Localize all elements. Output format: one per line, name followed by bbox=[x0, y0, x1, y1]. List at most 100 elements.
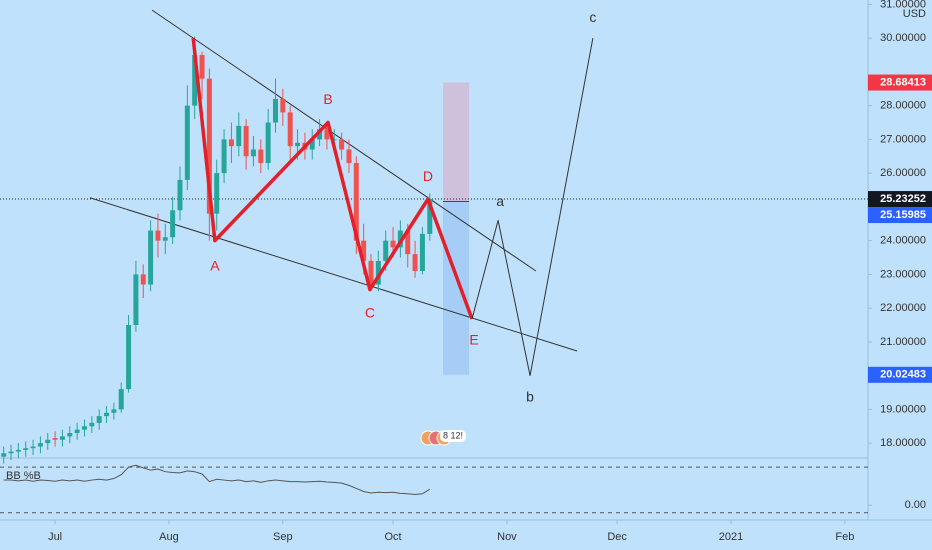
candle-body bbox=[228, 139, 234, 147]
candle-body bbox=[250, 149, 256, 157]
y-tick-label: 23.00000 bbox=[880, 268, 926, 280]
y-tick-label: 21.00000 bbox=[880, 336, 926, 348]
candle-body bbox=[170, 210, 176, 238]
wave-projection-label: b bbox=[526, 388, 534, 404]
candle-body bbox=[375, 260, 381, 285]
candle-body bbox=[243, 125, 249, 157]
candle-body bbox=[331, 139, 337, 141]
candle-body bbox=[59, 436, 65, 440]
candle-body bbox=[162, 237, 168, 241]
x-tick-label: Jul bbox=[48, 531, 62, 543]
event-badge: 8 12! bbox=[443, 430, 463, 440]
wave-projection-label: a bbox=[496, 193, 504, 209]
candle-body bbox=[177, 179, 183, 211]
event-badge-box bbox=[440, 430, 466, 442]
wave-pattern-label: D bbox=[423, 168, 433, 184]
candle-body bbox=[236, 125, 242, 147]
candle-body bbox=[280, 98, 286, 113]
candle-body bbox=[353, 163, 359, 241]
candle-body bbox=[383, 240, 389, 261]
candle-body bbox=[346, 149, 352, 164]
x-tick-label: Sep bbox=[273, 531, 293, 543]
y-tick-label: 28.00000 bbox=[880, 100, 926, 112]
price-tag-label: 25.23252 bbox=[880, 193, 926, 205]
y-tick-label: 30.00000 bbox=[880, 32, 926, 44]
candle-body bbox=[295, 142, 301, 147]
y-tick-label: 27.00000 bbox=[880, 133, 926, 145]
candle-body bbox=[8, 451, 14, 454]
candle-body bbox=[126, 325, 132, 390]
indicator-tick-label: 0.00 bbox=[905, 499, 926, 511]
candle-body bbox=[15, 449, 21, 452]
candle-body bbox=[118, 389, 124, 410]
price-tag bbox=[868, 74, 932, 91]
indicator-name: BB %B bbox=[6, 470, 41, 482]
candle-body bbox=[427, 199, 433, 234]
candle-body bbox=[52, 438, 58, 440]
candle-body bbox=[192, 55, 198, 106]
candle-body bbox=[206, 78, 212, 214]
position-profit-zone bbox=[442, 82, 470, 202]
price-tag bbox=[868, 191, 932, 208]
candle-body bbox=[30, 446, 36, 449]
candle-body bbox=[104, 412, 110, 417]
candle-body bbox=[287, 112, 293, 147]
candle-body bbox=[419, 233, 425, 272]
candle-body bbox=[405, 230, 411, 255]
wave-pattern-label: A bbox=[210, 257, 220, 273]
candle-body bbox=[1, 453, 7, 457]
candle-body bbox=[89, 422, 95, 427]
candle-body bbox=[272, 98, 278, 123]
wave-pattern-label: B bbox=[323, 91, 332, 107]
price-tag-label: 28.68413 bbox=[880, 76, 926, 88]
candle-body bbox=[390, 240, 396, 248]
indicator-line bbox=[3, 464, 431, 496]
wave-projection-label: c bbox=[589, 9, 596, 25]
price-tag bbox=[868, 207, 932, 224]
candle-body bbox=[111, 409, 117, 413]
y-tick-label: 24.00000 bbox=[880, 235, 926, 247]
position-loss-zone bbox=[442, 201, 470, 375]
candle-body bbox=[199, 55, 205, 79]
candle-body bbox=[368, 260, 374, 285]
candle-body bbox=[361, 240, 367, 261]
x-tick-label: Aug bbox=[159, 531, 179, 543]
candle-body bbox=[412, 254, 418, 272]
candle-body bbox=[74, 429, 80, 434]
x-tick-label: Oct bbox=[384, 531, 401, 543]
y-tick-label: 26.00000 bbox=[880, 167, 926, 179]
candle-body bbox=[148, 230, 154, 285]
candle-body bbox=[258, 149, 264, 164]
candle-body bbox=[265, 122, 271, 164]
y-tick-label: 18.00000 bbox=[880, 437, 926, 449]
x-tick-label: Feb bbox=[835, 531, 854, 543]
candle-body bbox=[221, 139, 227, 174]
candle-body bbox=[155, 230, 161, 241]
candle-body bbox=[23, 448, 29, 450]
candle-body bbox=[81, 426, 87, 430]
y-tick-label: 19.00000 bbox=[880, 403, 926, 415]
price-tag bbox=[868, 366, 932, 383]
candle-body bbox=[184, 105, 190, 180]
price-tag-label: 20.02483 bbox=[880, 369, 926, 381]
candle-body bbox=[96, 416, 102, 423]
candle-body bbox=[214, 173, 220, 214]
x-tick-label: 2021 bbox=[719, 531, 743, 543]
wave-pattern-label: C bbox=[365, 304, 375, 320]
currency-label: USD bbox=[903, 8, 926, 20]
wave-pattern bbox=[191, 37, 474, 320]
candle-body bbox=[309, 139, 315, 150]
wave-pattern-label: E bbox=[469, 332, 478, 348]
candle-body bbox=[317, 129, 323, 140]
candle-body bbox=[133, 274, 139, 326]
candle-body bbox=[37, 443, 43, 447]
x-tick-label: Nov bbox=[497, 531, 517, 543]
wave-projection bbox=[471, 38, 594, 377]
y-tick-label: 31.00000 bbox=[880, 0, 926, 10]
candle-body bbox=[324, 129, 330, 140]
candle-body bbox=[67, 433, 73, 437]
y-tick-label: 22.00000 bbox=[880, 302, 926, 314]
price-tag-label: 25.15985 bbox=[880, 209, 926, 221]
candle-body bbox=[140, 274, 146, 285]
